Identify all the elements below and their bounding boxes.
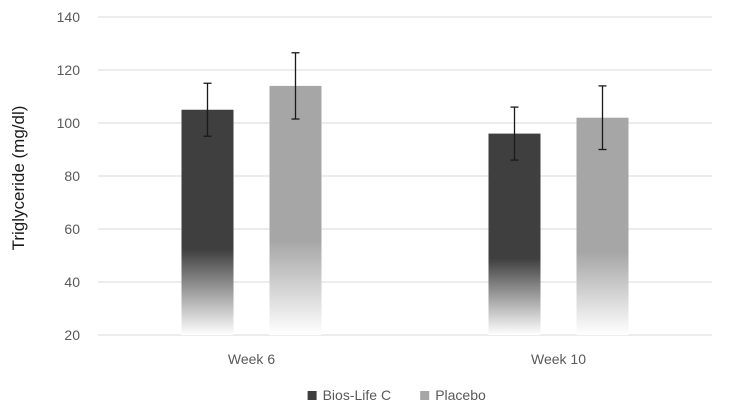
legend-label: Placebo [435,387,486,403]
legend: Bios-Life C Placebo [307,387,486,403]
y-axis-label: Triglyceride (mg/dl) [9,106,28,251]
legend-swatch [420,391,430,400]
error-bar [598,85,607,151]
y-axis-ticks: 20 40 60 80 100 120 140 [57,9,81,343]
y-tick-label: 20 [64,327,80,343]
x-axis-categories: Week 6 Week 10 [228,351,586,367]
x-category-label: Week 6 [228,351,275,367]
y-tick-label: 140 [57,9,81,25]
error-bar [291,52,300,120]
error-bar [510,106,519,161]
x-category-label: Week 10 [531,351,586,367]
y-tick-label: 120 [57,62,81,78]
y-tick-label: 100 [57,115,81,131]
y-tick-label: 40 [64,274,80,290]
bar-placebo-0 [269,85,322,336]
bar-placebo-1 [576,117,629,335]
y-tick-label: 80 [64,168,80,184]
bar-bios-life-c-1 [488,133,541,335]
bars [181,85,629,336]
error-bars [203,52,607,161]
legend-item: Placebo [420,387,486,403]
legend-swatch [307,391,317,400]
y-tick-label: 60 [64,221,80,237]
bar-bios-life-c-0 [181,109,234,335]
legend-label: Bios-Life C [323,387,391,403]
error-bar [203,82,212,137]
legend-item: Bios-Life C [307,387,391,403]
